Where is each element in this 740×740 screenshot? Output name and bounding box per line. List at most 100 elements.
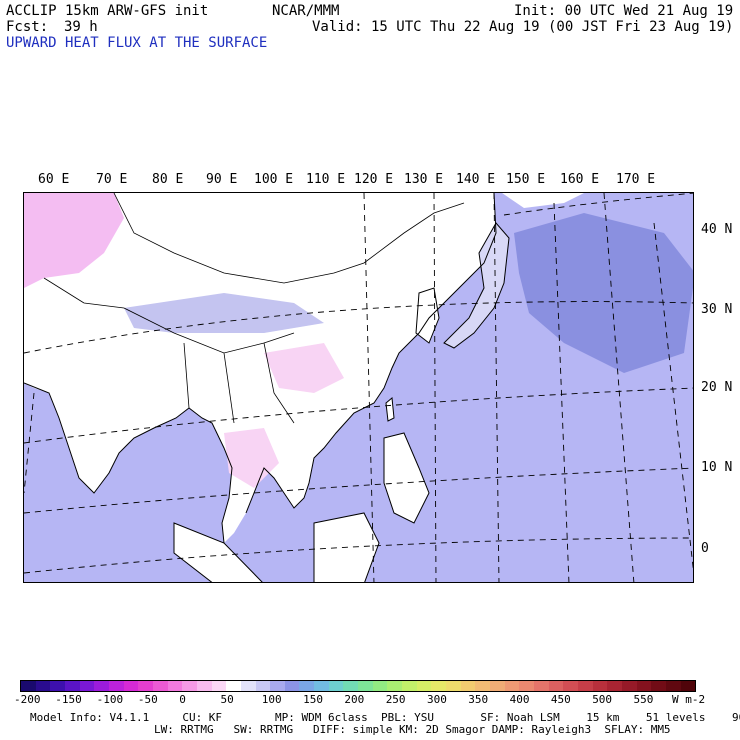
colorbar-label: 250 bbox=[385, 693, 406, 706]
colorbar-swatch bbox=[475, 681, 490, 691]
pacific-cool-flux bbox=[514, 213, 693, 373]
forecast-hours: 39 h bbox=[64, 19, 98, 35]
sumatra-land bbox=[173, 522, 263, 582]
colorbar-swatch bbox=[372, 681, 388, 691]
longitude-label: 60 E bbox=[38, 172, 70, 187]
colorbar-swatch bbox=[504, 681, 520, 691]
colorbar-swatch bbox=[431, 681, 447, 691]
taiwan-land bbox=[385, 397, 395, 422]
colorbar-swatch bbox=[387, 681, 403, 691]
colorbar-swatch bbox=[108, 681, 124, 691]
longitude-label: 150 E bbox=[506, 172, 546, 187]
forecast-label: Fcst: bbox=[6, 19, 49, 35]
colorbar-swatch bbox=[358, 681, 373, 691]
colorbar-swatch bbox=[123, 681, 139, 691]
colorbar-swatch bbox=[226, 681, 241, 691]
colorbar-label: 550 bbox=[633, 693, 654, 706]
colorbar-swatch bbox=[680, 681, 696, 691]
colorbar-label: -200 bbox=[14, 693, 41, 706]
colorbar-swatch bbox=[255, 681, 271, 691]
longitude-label: 140 E bbox=[456, 172, 496, 187]
longitude-label: 80 E bbox=[152, 172, 184, 187]
colorbar-swatch bbox=[621, 681, 637, 691]
colorbar-unit: W m-2 bbox=[672, 693, 706, 706]
colorbar-swatch bbox=[79, 681, 95, 691]
colorbar-swatch bbox=[402, 681, 417, 691]
latitude-label: 10 N bbox=[701, 460, 733, 475]
center-label: NCAR/MMM bbox=[272, 3, 340, 19]
colorbar-label: 50 bbox=[220, 693, 234, 706]
colorbar-swatch bbox=[211, 681, 227, 691]
map-panel bbox=[23, 192, 694, 583]
colorbar-swatch bbox=[21, 681, 36, 691]
borders bbox=[43, 193, 465, 424]
colorbar-swatch bbox=[138, 681, 153, 691]
colorbar-swatch bbox=[50, 681, 65, 691]
model-title: ACCLIP 15km ARW-GFS init bbox=[6, 3, 209, 19]
colorbar-swatch bbox=[343, 681, 359, 691]
colorbar-swatch bbox=[35, 681, 51, 691]
colorbar-label: 200 bbox=[344, 693, 365, 706]
latitude-label: 30 N bbox=[701, 302, 733, 317]
colorbar-swatch bbox=[533, 681, 549, 691]
footer-physics-info: LW: RRTMG SW: RRTMG DIFF: simple KM: 2D … bbox=[154, 723, 671, 736]
japan-land bbox=[443, 222, 510, 349]
colorbar-swatch bbox=[182, 681, 197, 691]
colorbar-swatch bbox=[196, 681, 212, 691]
longitude-label: 100 E bbox=[254, 172, 294, 187]
colorbar-swatch bbox=[240, 681, 256, 691]
latitude-label: 20 N bbox=[701, 380, 733, 395]
colorbar-label: 350 bbox=[468, 693, 489, 706]
colorbar-swatch bbox=[563, 681, 578, 691]
warm-flux-northwest bbox=[24, 193, 124, 288]
colorbar-swatch bbox=[636, 681, 652, 691]
longitude-label: 90 E bbox=[206, 172, 238, 187]
colorbar-swatch bbox=[446, 681, 461, 691]
colorbar-label: 100 bbox=[261, 693, 282, 706]
colorbar bbox=[20, 680, 696, 692]
colorbar-label: -100 bbox=[96, 693, 124, 706]
valid-time: Valid: 15 UTC Thu 22 Aug 19 (00 JST Fri … bbox=[312, 19, 734, 35]
tibet-cool-band bbox=[124, 293, 324, 333]
colorbar-label: 500 bbox=[592, 693, 613, 706]
longitude-label: 160 E bbox=[560, 172, 600, 187]
init-time: Init: 00 UTC Wed 21 Aug 19 bbox=[514, 3, 734, 19]
longitude-label: 120 E bbox=[354, 172, 394, 187]
colorbar-swatch bbox=[548, 681, 564, 691]
longitude-label: 130 E bbox=[404, 172, 444, 187]
sea-of-okhotsk-white bbox=[502, 193, 584, 208]
warm-flux-south-china bbox=[264, 343, 344, 393]
colorbar-swatch bbox=[607, 681, 622, 691]
field-title: UPWARD HEAT FLUX AT THE SURFACE bbox=[6, 35, 268, 51]
longitude-label: 110 E bbox=[306, 172, 346, 187]
colorbar-swatch bbox=[490, 681, 505, 691]
colorbar-swatch bbox=[328, 681, 344, 691]
latitude-label: 0 bbox=[701, 541, 709, 556]
colorbar-swatch bbox=[270, 681, 285, 691]
colorbar-swatch bbox=[284, 681, 300, 691]
latitude-label: 40 N bbox=[701, 222, 733, 237]
colorbar-swatch bbox=[152, 681, 168, 691]
coastline bbox=[24, 193, 497, 544]
colorbar-label: -50 bbox=[137, 693, 158, 706]
philippines-land bbox=[383, 432, 430, 524]
map-svg bbox=[24, 193, 693, 582]
colorbar-swatch bbox=[299, 681, 315, 691]
colorbar-label: 0 bbox=[179, 693, 186, 706]
colorbar-label: 450 bbox=[550, 693, 571, 706]
asia-landmass bbox=[24, 193, 496, 543]
colorbar-swatch bbox=[416, 681, 432, 691]
colorbar-swatch bbox=[167, 681, 183, 691]
colorbar-swatch bbox=[651, 681, 666, 691]
colorbar-swatch bbox=[519, 681, 534, 691]
colorbar-swatch bbox=[665, 681, 681, 691]
graticule bbox=[24, 193, 693, 582]
colorbar-label: 300 bbox=[427, 693, 447, 706]
longitude-label: 70 E bbox=[96, 172, 128, 187]
colorbar-label: 150 bbox=[303, 693, 323, 706]
colorbar-swatch bbox=[460, 681, 476, 691]
colorbar-label: 400 bbox=[509, 693, 530, 706]
footer-model-info: Model Info: V4.1.1 CU: KF MP: WDM 6class… bbox=[30, 711, 740, 724]
colorbar-swatch bbox=[577, 681, 593, 691]
colorbar-swatch bbox=[64, 681, 80, 691]
